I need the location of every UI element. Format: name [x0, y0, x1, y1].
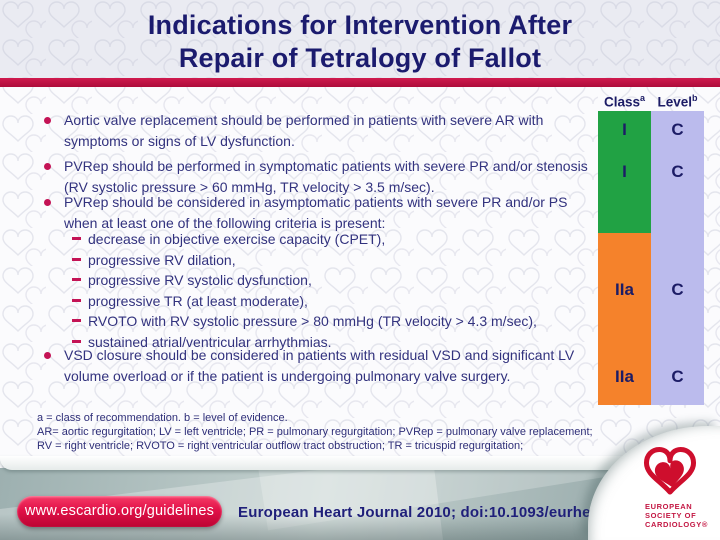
- criteria-text-4: progressive TR (at least moderate),: [88, 292, 308, 309]
- bullet-dot-icon: [44, 352, 51, 359]
- recommendation-text-1: Aortic valve replacement should be perfo…: [64, 112, 544, 149]
- esc-logo-text-line1: EUROPEAN: [645, 502, 693, 511]
- criteria-text-5: RVOTO with RV systolic pressure > 80 mmH…: [88, 313, 537, 329]
- level-value-row1: C: [671, 120, 684, 139]
- page-title-line2: Repair of Tetralogy of Fallot: [178, 43, 542, 73]
- recommendation-item-3: PVRep should be considered in asymptomat…: [44, 192, 590, 234]
- guidelines-url-link[interactable]: www.escardio.org/guidelines: [17, 496, 222, 527]
- class-header-label: Class: [603, 94, 640, 110]
- class-value-row3: IIa: [615, 280, 634, 299]
- footnote-line-2: AR= aortic regurgitation; LV = left vent…: [37, 426, 593, 439]
- criteria-list: decrease in objective exercise capacity …: [72, 229, 537, 352]
- criteria-item-3: progressive RV systolic dysfunction,: [72, 270, 537, 291]
- level-header-superscript: b: [692, 93, 698, 103]
- recommendation-text-3: PVRep should be considered in asymptomat…: [64, 194, 568, 231]
- recommendation-item-1: Aortic valve replacement should be perfo…: [44, 110, 590, 152]
- recommendation-text-4: VSD closure should be considered in pati…: [64, 347, 575, 384]
- esc-logo-text-line3: CARDIOLOGY®: [645, 520, 708, 529]
- dash-marker-icon: [72, 237, 81, 240]
- criteria-item-4: progressive TR (at least moderate),: [72, 291, 537, 312]
- level-lavender-block: [651, 111, 704, 405]
- page-title-line1: Indications for Intervention After: [147, 10, 573, 40]
- title-divider-rule: [0, 78, 720, 87]
- class-value-row4: IIa: [615, 367, 634, 386]
- bullet-dot-icon: [44, 117, 51, 124]
- criteria-text-2: progressive RV dilation,: [88, 251, 236, 268]
- dash-marker-icon: [72, 298, 81, 302]
- esc-logo-text-line2: SOCIETY OF: [645, 511, 697, 520]
- criteria-item-5: RVOTO with RV systolic pressure > 80 mmH…: [72, 311, 537, 332]
- recommendation-item-4: VSD closure should be considered in pati…: [44, 345, 590, 387]
- criteria-text-3: progressive RV systolic dysfunction,: [88, 272, 312, 288]
- journal-citation: European Heart Journal 2010; doi:10.1093…: [238, 504, 667, 521]
- dash-marker-icon: [72, 319, 81, 322]
- page-title: Indications for Intervention After Repai…: [0, 9, 720, 75]
- level-header-label: Level: [657, 94, 693, 110]
- class-value-row1: I: [622, 120, 627, 139]
- class-header-superscript: a: [640, 93, 646, 103]
- bullet-dot-icon: [44, 199, 51, 206]
- dash-marker-icon: [72, 257, 81, 261]
- esc-heart-logo-icon: [643, 446, 697, 495]
- table-header-class: Classa: [598, 93, 651, 110]
- criteria-text-1: decrease in objective exercise capacity …: [88, 231, 386, 247]
- esc-logo-text: EUROPEAN SOCIETY OF CARDIOLOGY®: [645, 502, 707, 529]
- criteria-item-1: decrease in objective exercise capacity …: [72, 229, 537, 250]
- table-header-level: Levelb: [651, 93, 704, 110]
- level-value-row2: C: [671, 162, 684, 181]
- level-value-row3: C: [671, 280, 684, 299]
- criteria-item-2: progressive RV dilation,: [72, 250, 537, 271]
- footnote-line-1: a = class of recommendation. b = level o…: [37, 412, 288, 424]
- dash-marker-icon: [72, 278, 81, 281]
- level-value-row4: C: [671, 367, 684, 386]
- class-value-row2: I: [622, 162, 627, 181]
- dash-marker-icon: [72, 339, 81, 343]
- footnote-line-3: RV = right ventricle; RVOTO = right vent…: [37, 440, 524, 453]
- bullet-dot-icon: [44, 163, 51, 170]
